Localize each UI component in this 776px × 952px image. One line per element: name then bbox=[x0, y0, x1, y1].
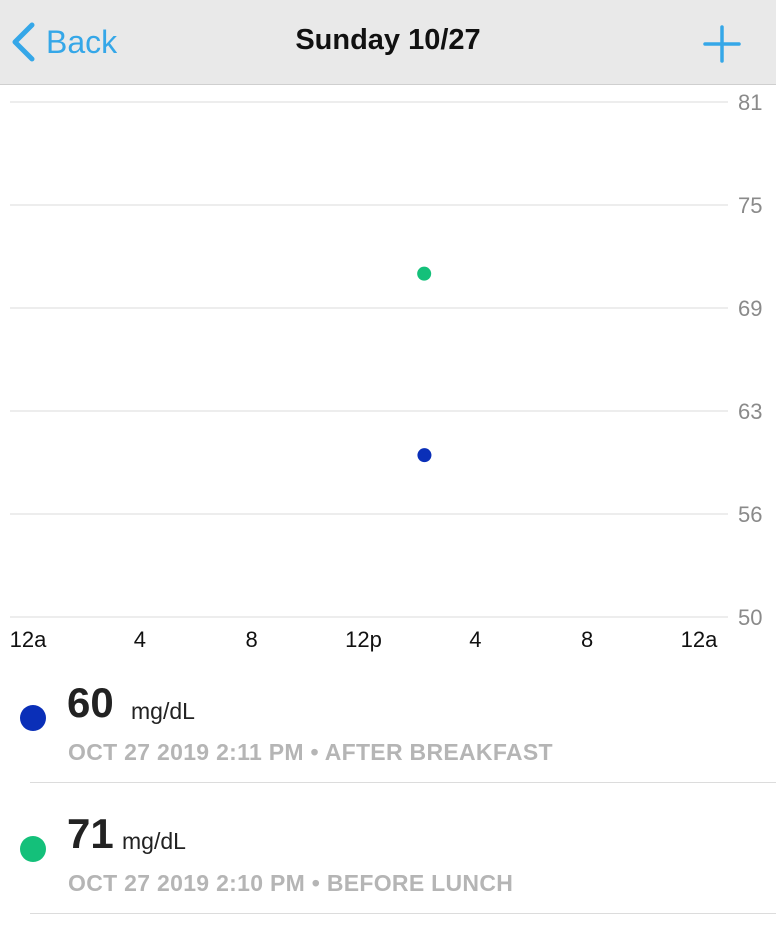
reading-color-dot bbox=[20, 705, 46, 731]
back-button[interactable]: Back bbox=[10, 18, 117, 66]
row-divider bbox=[30, 782, 776, 783]
row-divider bbox=[30, 913, 776, 914]
plus-icon bbox=[703, 25, 741, 63]
reading-value: 60 bbox=[67, 679, 114, 726]
chart-grid bbox=[10, 101, 728, 618]
chart-y-axis: 81 75 69 63 56 50 bbox=[738, 90, 762, 630]
x-tick-label: 8 bbox=[581, 627, 593, 652]
y-tick-label: 63 bbox=[738, 399, 762, 424]
y-tick-label: 75 bbox=[738, 193, 762, 218]
chevron-left-icon bbox=[12, 22, 35, 62]
chart-x-axis: 12a 4 8 12p 4 8 12a bbox=[10, 627, 718, 652]
x-tick-label: 4 bbox=[134, 627, 146, 652]
reading-meta: OCT 27 2019 2:11 PM • AFTER BREAKFAST bbox=[68, 739, 553, 765]
x-tick-label: 12a bbox=[10, 627, 47, 652]
data-point[interactable] bbox=[417, 448, 432, 463]
y-tick-label: 56 bbox=[738, 502, 762, 527]
y-tick-label: 50 bbox=[738, 605, 762, 630]
add-reading-button[interactable] bbox=[702, 24, 742, 64]
x-tick-label: 12a bbox=[681, 627, 718, 652]
x-tick-label: 8 bbox=[246, 627, 258, 652]
reading-unit: mg/dL bbox=[131, 698, 195, 724]
back-button-label: Back bbox=[46, 23, 118, 60]
page-title: Sunday 10/27 bbox=[295, 24, 481, 56]
navigation-bar: Back Sunday 10/27 bbox=[0, 0, 776, 85]
glucose-chart: 81 75 69 63 56 50 12a 4 8 12p 4 8 12a bbox=[10, 90, 763, 652]
reading-color-dot bbox=[20, 836, 46, 862]
reading-meta: OCT 27 2019 2:10 PM • BEFORE LUNCH bbox=[68, 870, 514, 896]
data-point[interactable] bbox=[417, 266, 432, 281]
x-tick-label: 12p bbox=[345, 627, 382, 652]
reading-unit: mg/dL bbox=[122, 828, 186, 854]
y-tick-label: 81 bbox=[738, 90, 762, 115]
chart-points bbox=[417, 266, 432, 463]
x-tick-label: 4 bbox=[469, 627, 481, 652]
reading-value: 71 bbox=[67, 810, 114, 857]
reading-row[interactable]: 60 mg/dL OCT 27 2019 2:11 PM • AFTER BRE… bbox=[0, 652, 776, 783]
y-tick-label: 69 bbox=[738, 296, 762, 321]
reading-row[interactable]: 71 mg/dL OCT 27 2019 2:10 PM • BEFORE LU… bbox=[0, 783, 776, 914]
